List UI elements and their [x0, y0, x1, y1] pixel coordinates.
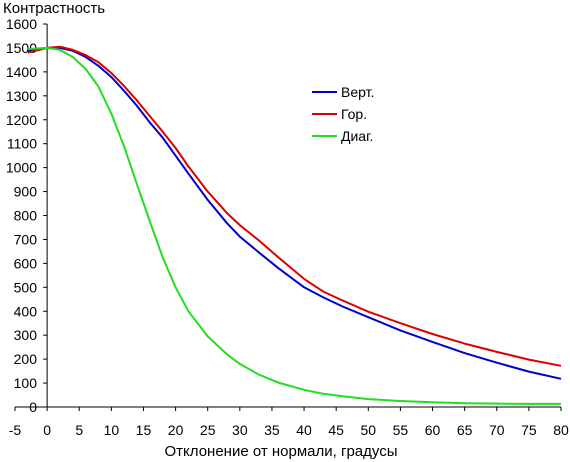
x-tick-label: 60: [425, 422, 441, 438]
y-tick-label: 1400: [6, 64, 37, 80]
y-tick-label: 200: [14, 351, 38, 367]
x-axis-label: Отклонение от нормали, градусы: [165, 443, 398, 460]
y-tick-label: 500: [14, 279, 38, 295]
x-tick-label: 70: [489, 422, 505, 438]
x-tick-label: 80: [553, 422, 569, 438]
y-tick-label: 400: [14, 303, 38, 319]
legend-label: Диаг.: [341, 128, 373, 144]
x-tick-label: 35: [264, 422, 280, 438]
series-group: [27, 45, 562, 405]
legend-label: Гор.: [341, 106, 367, 122]
y-tick-label: 900: [14, 184, 38, 200]
x-tick-label: 65: [457, 422, 473, 438]
y-tick-label: 700: [14, 231, 38, 247]
axes: [15, 24, 561, 408]
y-tick-label: 600: [14, 255, 38, 271]
x-tick-label: 50: [361, 422, 377, 438]
x-tick-label: -5: [9, 422, 22, 438]
x-tick-label: 45: [328, 422, 344, 438]
y-tick-label: 0: [29, 399, 37, 415]
x-tick-label: 30: [232, 422, 248, 438]
series-line: [27, 46, 561, 405]
legend-label: Верт.: [341, 84, 374, 100]
x-tick-label: 25: [200, 422, 216, 438]
y-tick-label: 800: [14, 208, 38, 224]
y-tick-label: 1600: [6, 16, 37, 32]
y-tick-label: 300: [14, 327, 38, 343]
x-tick-label: 55: [393, 422, 409, 438]
y-ticks: 0 100 200 300 400 500 600 700 800 900 1000 1100 1200…: [6, 16, 48, 415]
y-tick-label: 1000: [6, 160, 37, 176]
y-tick-label: 1200: [6, 112, 37, 128]
x-tick-label: 5: [75, 422, 83, 438]
series-line: [27, 46, 562, 380]
x-tick-label: 0: [43, 422, 51, 438]
y-tick-label: 1100: [7, 136, 37, 152]
x-ticks: -5 0 5 10 15 20 25 30 35 40 45 50 55 60 65 70 75 80: [9, 407, 569, 438]
y-tick-label: 1300: [6, 88, 37, 104]
x-tick-label: 40: [296, 422, 312, 438]
legend: Верт. Гор. Диаг.: [312, 84, 374, 144]
x-tick-label: 15: [136, 422, 152, 438]
y-tick-label: 100: [14, 375, 38, 391]
x-tick-label: 20: [168, 422, 184, 438]
x-tick-label: 75: [521, 422, 537, 438]
y-axis-label: Контрастность: [3, 0, 105, 17]
series-line: [27, 45, 562, 367]
x-tick-label: 10: [104, 422, 120, 438]
